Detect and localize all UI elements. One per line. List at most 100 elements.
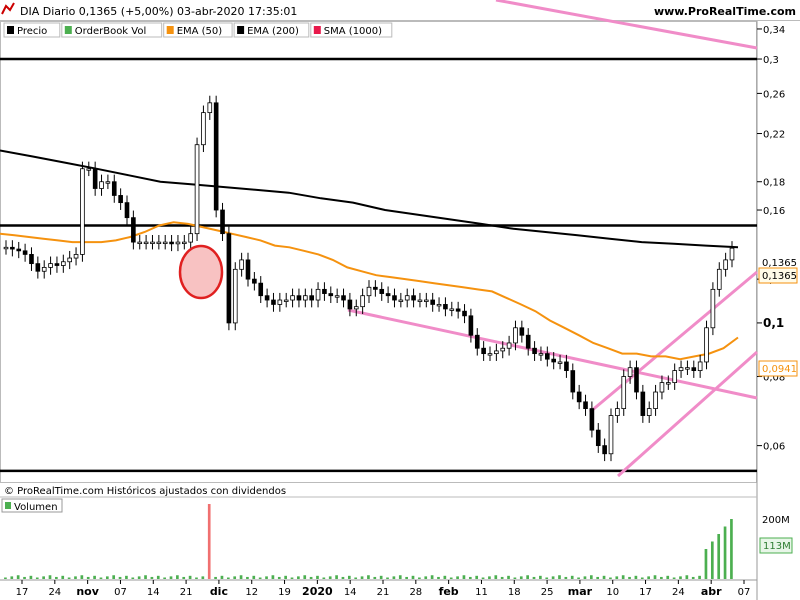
volume-current-label: 113M bbox=[763, 541, 791, 552]
candle-body bbox=[417, 299, 423, 302]
candle-body bbox=[175, 241, 181, 245]
volume-bar bbox=[176, 575, 179, 579]
volume-label: Volumen bbox=[14, 502, 58, 513]
time-tick-label: 25 bbox=[541, 587, 554, 598]
volume-bar bbox=[137, 576, 141, 579]
candle-body bbox=[105, 181, 111, 184]
candle-body bbox=[398, 299, 404, 302]
volume-bar bbox=[602, 575, 606, 579]
volume-bar bbox=[704, 549, 708, 579]
volume-bar bbox=[4, 577, 7, 579]
legend-item bbox=[3, 22, 61, 38]
volume-bar bbox=[150, 576, 154, 579]
candle-body bbox=[404, 295, 410, 301]
price-tick-label: 0,16 bbox=[763, 206, 785, 217]
volume-bar bbox=[411, 575, 415, 579]
volume-bar bbox=[488, 576, 491, 579]
price-tick-label: 0,06 bbox=[763, 442, 785, 453]
candle-body bbox=[303, 295, 308, 301]
current-price-tick: 0,1365 bbox=[762, 258, 797, 269]
volume-bar bbox=[125, 575, 128, 579]
volume-bar bbox=[532, 576, 536, 579]
legend-swatch bbox=[7, 26, 14, 34]
volume-bar bbox=[424, 576, 428, 579]
volume-bar bbox=[214, 576, 217, 579]
candle-body bbox=[296, 295, 302, 301]
candle-body bbox=[366, 286, 372, 297]
ema50-series bbox=[0, 221, 739, 361]
volume-bar bbox=[195, 577, 198, 579]
ema50-badge: 0,0941 bbox=[758, 360, 798, 377]
candle-body bbox=[379, 288, 385, 294]
candle-body bbox=[309, 295, 314, 301]
highlight-circle bbox=[178, 244, 224, 300]
volume-bar bbox=[494, 575, 498, 579]
volume-bar bbox=[653, 575, 657, 579]
price-tick-label: 0,08 bbox=[763, 373, 785, 384]
volume-bar bbox=[367, 575, 370, 579]
candle-body bbox=[150, 241, 155, 244]
volume-bar bbox=[392, 576, 396, 579]
candle-body bbox=[462, 310, 467, 317]
volume-bar bbox=[182, 576, 186, 579]
volume-bars bbox=[4, 504, 733, 579]
candle-body bbox=[468, 315, 474, 336]
candle-body bbox=[61, 261, 66, 266]
legend-label: OrderBook Vol bbox=[75, 26, 146, 37]
time-tick-label: mar bbox=[568, 585, 593, 598]
volume-bar bbox=[67, 577, 71, 579]
candle-body bbox=[557, 361, 563, 364]
volume-bar bbox=[48, 575, 52, 579]
volume-bar bbox=[405, 576, 408, 579]
candle-body bbox=[213, 102, 219, 211]
volume-bar bbox=[462, 575, 466, 579]
time-tick-label: 12 bbox=[245, 587, 258, 598]
volume-bar bbox=[539, 575, 542, 579]
candle-body bbox=[143, 241, 149, 244]
candle-body bbox=[41, 267, 47, 272]
volume-bar bbox=[564, 576, 568, 579]
volume-bar bbox=[86, 576, 90, 579]
volume-bar bbox=[80, 575, 84, 579]
volume-bar bbox=[717, 534, 721, 579]
time-tick-label: nov bbox=[76, 585, 99, 598]
volume-bar bbox=[360, 576, 364, 579]
volume-bar bbox=[131, 577, 135, 579]
candle-body bbox=[35, 263, 41, 272]
volume-bar bbox=[42, 576, 45, 579]
volume-bar bbox=[647, 576, 650, 579]
trendlines bbox=[347, 0, 758, 478]
price-axis: 0,340,30,260,220,180,160,120,10,080,06 bbox=[757, 25, 785, 453]
candle-body bbox=[430, 299, 435, 305]
volume-bar bbox=[437, 576, 440, 579]
candle-body bbox=[583, 401, 588, 409]
candle-body bbox=[290, 295, 295, 301]
candle-body bbox=[16, 248, 22, 252]
site-name: www.ProRealTime.com bbox=[654, 5, 796, 18]
candle-body bbox=[723, 259, 728, 270]
candle-body bbox=[226, 233, 232, 324]
volume-bar bbox=[634, 575, 638, 579]
volume-bar bbox=[265, 576, 268, 579]
candle-body bbox=[245, 259, 251, 280]
candle-body bbox=[532, 347, 537, 355]
volume-bar bbox=[443, 575, 447, 579]
legend-label: Precio bbox=[17, 26, 47, 37]
time-tick-label: 17 bbox=[16, 587, 29, 598]
volume-bar bbox=[449, 577, 453, 579]
candle-body bbox=[169, 241, 174, 245]
candle-body bbox=[615, 408, 620, 416]
volume-bar bbox=[252, 575, 256, 579]
candle-body bbox=[621, 376, 627, 409]
legend-label: SMA (1000) bbox=[324, 26, 382, 37]
volume-bar bbox=[163, 577, 166, 579]
candle-body bbox=[385, 293, 391, 297]
legend-label: EMA (200) bbox=[247, 26, 299, 37]
volume-bar bbox=[297, 576, 300, 579]
volume-bar bbox=[519, 576, 523, 579]
chart-title: DIA Diario 0,1365 (+5,00%) 03-abr-2020 1… bbox=[20, 5, 297, 18]
time-tick-label: 18 bbox=[508, 587, 521, 598]
volume-bar bbox=[156, 575, 160, 579]
volume-bar bbox=[188, 575, 192, 579]
